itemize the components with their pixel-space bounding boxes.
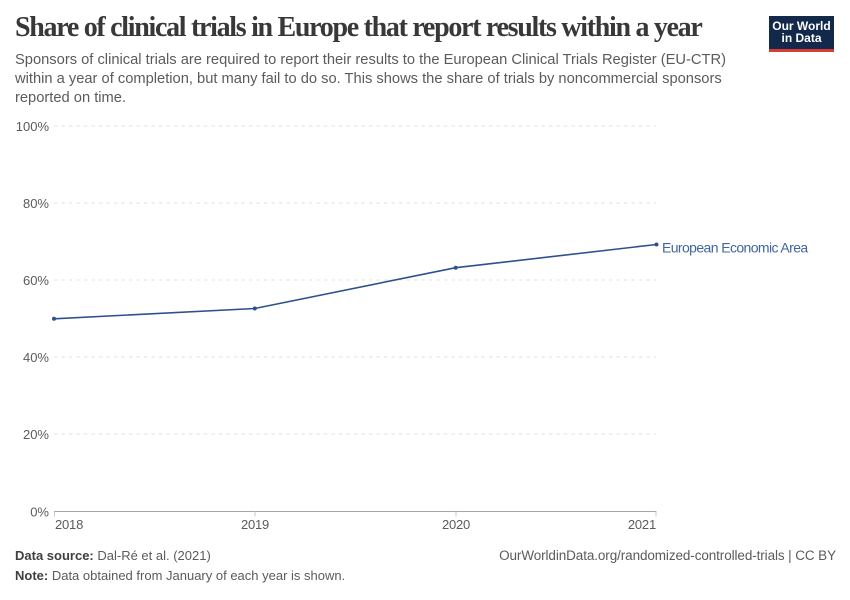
svg-text:80%: 80% — [23, 196, 49, 211]
svg-text:2019: 2019 — [241, 517, 269, 532]
svg-text:European Economic Area: European Economic Area — [662, 240, 808, 256]
svg-text:60%: 60% — [23, 273, 49, 288]
svg-text:0%: 0% — [30, 505, 49, 520]
svg-text:2020: 2020 — [442, 517, 470, 532]
svg-text:40%: 40% — [23, 350, 49, 365]
svg-text:2018: 2018 — [55, 517, 83, 532]
svg-text:20%: 20% — [23, 427, 49, 442]
svg-text:100%: 100% — [16, 119, 50, 134]
svg-text:2021: 2021 — [628, 517, 656, 532]
